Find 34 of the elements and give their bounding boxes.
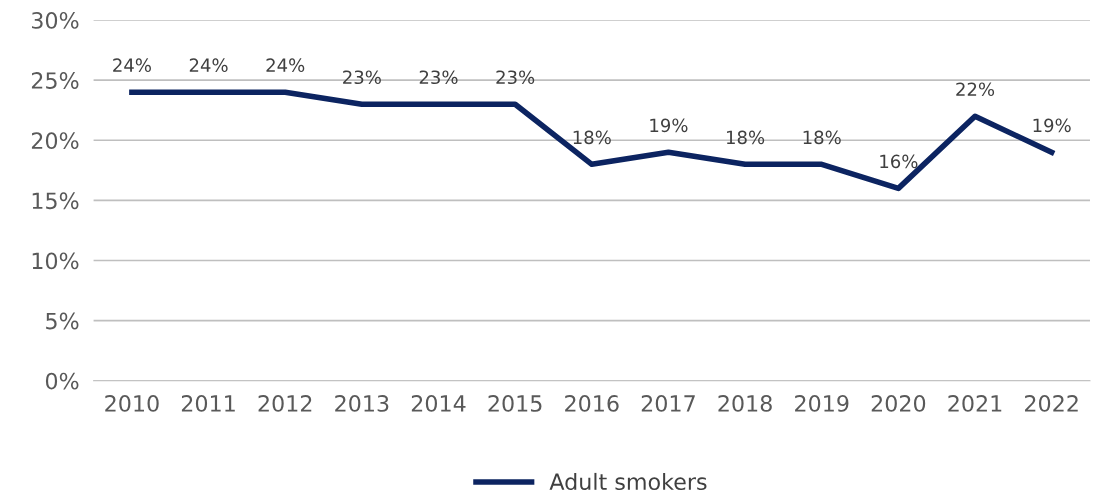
x-tick-label: 2010	[105, 395, 159, 412]
y-tick-label: 0%	[45, 372, 79, 390]
data-label: 24%	[266, 58, 305, 73]
x-tick-label: 2014	[411, 395, 466, 412]
data-label: 24%	[189, 58, 228, 73]
data-label: 18%	[573, 130, 611, 145]
data-label: 23%	[419, 70, 458, 85]
data-label: 23%	[496, 70, 535, 85]
y-tick-label: 20%	[31, 132, 79, 150]
x-tick-label: 2022	[1025, 395, 1078, 412]
y-tick-label: 10%	[32, 252, 79, 270]
x-tick-label: 2017	[641, 395, 695, 412]
y-tick-label: 30%	[32, 11, 79, 29]
y-tick-label: 25%	[31, 72, 79, 89]
data-label: 18%	[727, 130, 765, 145]
y-tick-label: 15%	[32, 192, 79, 210]
x-tick-label: 2020	[871, 395, 926, 412]
data-label: 22%	[956, 82, 995, 97]
x-tick-label: 2011	[181, 395, 235, 412]
x-tick-label: 2012	[258, 395, 312, 412]
data-label: 19%	[1033, 118, 1071, 133]
data-label: 18%	[803, 130, 841, 145]
x-tick-label: 2021	[948, 395, 1002, 412]
data-label: 23%	[343, 70, 381, 85]
x-tick-label: 2015	[488, 395, 542, 412]
legend-label: Adult smokers	[549, 472, 707, 491]
data-label: 24%	[113, 58, 151, 73]
x-tick-label: 2016	[565, 395, 619, 412]
data-label: 16%	[880, 154, 918, 169]
data-label: 19%	[650, 118, 688, 133]
y-tick-label: 5%	[46, 312, 79, 330]
x-tick-label: 2019	[795, 395, 849, 412]
x-tick-label: 2013	[335, 395, 389, 412]
x-tick-label: 2018	[718, 395, 772, 412]
